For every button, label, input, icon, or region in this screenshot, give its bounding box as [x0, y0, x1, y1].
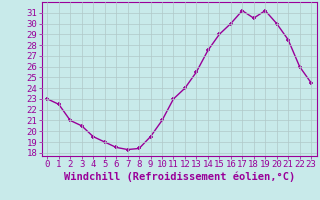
X-axis label: Windchill (Refroidissement éolien,°C): Windchill (Refroidissement éolien,°C) [64, 172, 295, 182]
